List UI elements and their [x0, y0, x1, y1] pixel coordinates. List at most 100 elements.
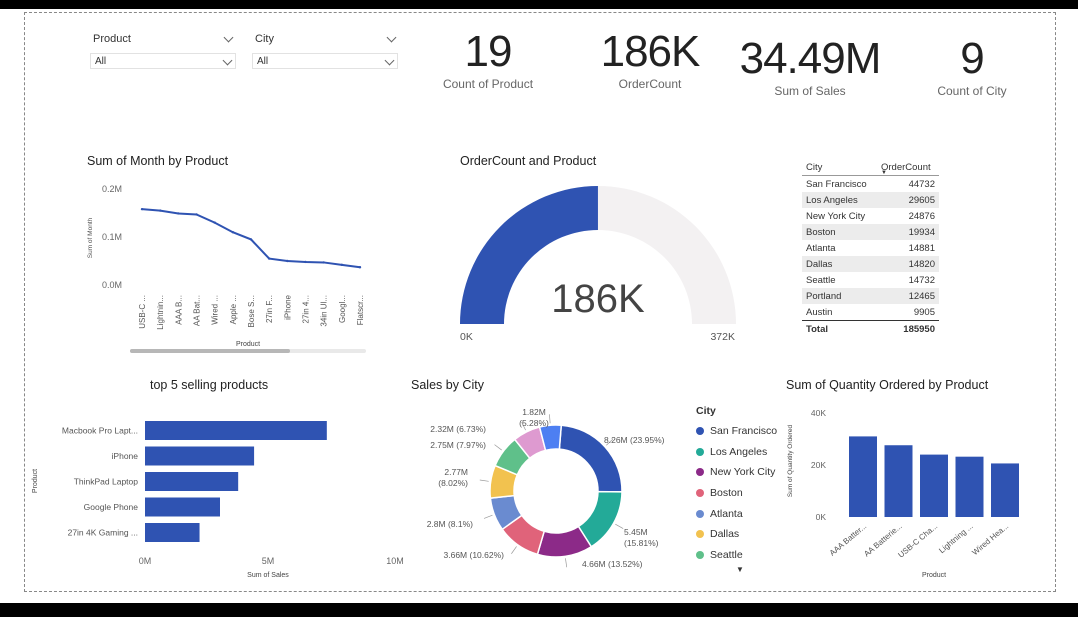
legend-label: Atlanta — [710, 507, 743, 520]
x-tick-label: Wired ... — [211, 295, 220, 325]
top5-bar-chart[interactable]: Macbook Pro Lapt... iPhone ThinkPad Laptop… — [28, 401, 408, 581]
chevron-down-icon — [384, 55, 395, 66]
table-row[interactable]: Atlanta 14881 — [802, 240, 939, 256]
table-row[interactable]: Seattle 14732 — [802, 272, 939, 288]
donut-chart[interactable]: 8.26M (23.95%) 5.45M(15.81%) 4.66M (13.52%… — [408, 395, 698, 581]
leader-line — [615, 523, 624, 529]
data-label: 2.32M (6.73%) — [430, 424, 486, 434]
report-frame — [24, 12, 1056, 592]
legend-item[interactable]: Boston — [696, 483, 786, 504]
city-cell: New York City — [806, 210, 866, 222]
legend-dot-icon — [696, 550, 704, 559]
table-row[interactable]: Portland 12465 — [802, 288, 939, 304]
line-point — [304, 260, 307, 264]
bar[interactable] — [145, 497, 220, 517]
table-row[interactable]: Boston 19934 — [802, 224, 939, 240]
kpi-value: 186K — [600, 27, 701, 76]
x-tick-label: USB-C ... — [138, 295, 147, 329]
line-point — [358, 266, 362, 269]
legend-label: San Francisco — [710, 425, 778, 438]
legend-scroll-down-icon[interactable]: ▼ — [736, 565, 744, 575]
x-tick-label: 27in F... — [265, 295, 274, 323]
legend-dot-icon — [696, 489, 704, 498]
x-tick-label: 5M — [262, 556, 275, 566]
city-cell: Austin — [806, 306, 833, 318]
legend-item[interactable]: Seattle — [696, 545, 786, 566]
kpi-value: 9 — [960, 34, 984, 83]
y-tick-label: iPhone — [112, 451, 139, 461]
y-tick-label: 0.1M — [102, 232, 122, 242]
ordercount-cell: 19934 — [908, 226, 935, 238]
x-tick-label: 27in 4... — [302, 295, 311, 323]
legend-item[interactable]: Atlanta — [696, 503, 786, 524]
column-header-ordercount[interactable]: OrderCount ▼ — [877, 159, 939, 177]
kpi-label: Sum of Sales — [774, 84, 846, 98]
kpi-label: Count of City — [937, 84, 1007, 98]
ordercount-cell: 12465 — [908, 290, 935, 302]
table-row[interactable]: San Francisco 44732 — [802, 175, 939, 192]
bar[interactable] — [920, 454, 948, 517]
x-tick-label: Bose S... — [247, 295, 256, 327]
legend-label: Boston — [710, 487, 743, 500]
total-label: Total — [806, 323, 828, 335]
city-cell: Dallas — [806, 258, 833, 270]
legend-item[interactable]: Los Angeles — [696, 442, 786, 463]
legend-item[interactable]: New York City — [696, 462, 786, 483]
ordercount-cell: 14881 — [908, 242, 935, 254]
kpi-label: OrderCount — [618, 77, 682, 91]
bar[interactable] — [884, 445, 913, 517]
product-slicer-dropdown[interactable]: All — [90, 53, 236, 69]
bar[interactable] — [955, 456, 984, 517]
kpi-card-count-of-city: 9 Count of City — [912, 34, 1032, 98]
product-slicer-value: All — [95, 56, 107, 67]
y-tick-label: 20K — [811, 460, 826, 470]
x-tick-label: USB-C Cha... — [896, 522, 939, 560]
bar[interactable] — [145, 472, 239, 491]
city-cell: Boston — [806, 226, 836, 238]
city-slicer-dropdown[interactable]: All — [252, 53, 398, 69]
legend-label: New York City — [710, 466, 776, 479]
ordercount-cell: 9905 — [913, 306, 935, 318]
data-label: (15.81%) — [624, 538, 659, 548]
donut-slice[interactable] — [538, 424, 563, 452]
table-row[interactable]: Dallas 14820 — [802, 256, 939, 272]
bar[interactable] — [145, 421, 327, 440]
ordercount-cell: 44732 — [908, 178, 935, 190]
total-value: 185950 — [903, 323, 935, 335]
table-row[interactable]: Los Angeles 29605 — [802, 192, 939, 208]
x-tick-label: Apple ... — [229, 295, 238, 324]
city-cell: Los Angeles — [806, 194, 858, 206]
gauge-chart[interactable]: 186K 0K 372K — [450, 174, 750, 354]
leader-line — [483, 514, 493, 519]
legend-item[interactable]: San Francisco — [696, 421, 786, 442]
kpi-value: 19 — [464, 27, 513, 76]
legend-item[interactable]: Dallas — [696, 524, 786, 545]
line-chart[interactable]: 0.2M 0.1M 0.0M Sum of Month USB-C ... Lightni… — [80, 171, 380, 357]
table-total-row: Total 185950 — [802, 320, 939, 338]
line-point — [158, 209, 162, 212]
table-header-row: City OrderCount ▼ — [802, 159, 939, 177]
gauge-value-label: 186K — [551, 277, 645, 321]
bar[interactable] — [991, 463, 1019, 517]
kpi-value: 34.49M — [739, 34, 882, 83]
bar[interactable] — [145, 446, 255, 466]
x-axis-title: Product — [236, 341, 260, 348]
city-slicer-title: City — [255, 33, 274, 45]
ordercount-cell: 14820 — [908, 258, 935, 270]
line-point — [177, 212, 180, 215]
kpi-card-count-of-product: 19 Count of Product — [420, 27, 556, 91]
bar[interactable] — [849, 436, 877, 517]
scrollbar-thumb[interactable] — [130, 349, 290, 353]
leader-line — [494, 444, 502, 451]
table-row[interactable]: Austin 9905 — [802, 304, 939, 321]
column-header-city[interactable]: City — [806, 161, 823, 173]
table-row[interactable]: New York City 24876 — [802, 208, 939, 224]
sort-descending-icon: ▼ — [881, 170, 887, 176]
x-tick-label: Lightnin... — [156, 295, 165, 330]
donut-chart-title: Sales by City — [411, 378, 484, 392]
x-axis-title: Sum of Sales — [247, 572, 289, 579]
gauge-title: OrderCount and Product — [460, 154, 597, 168]
leader-line — [511, 546, 517, 554]
bar[interactable] — [145, 523, 200, 542]
